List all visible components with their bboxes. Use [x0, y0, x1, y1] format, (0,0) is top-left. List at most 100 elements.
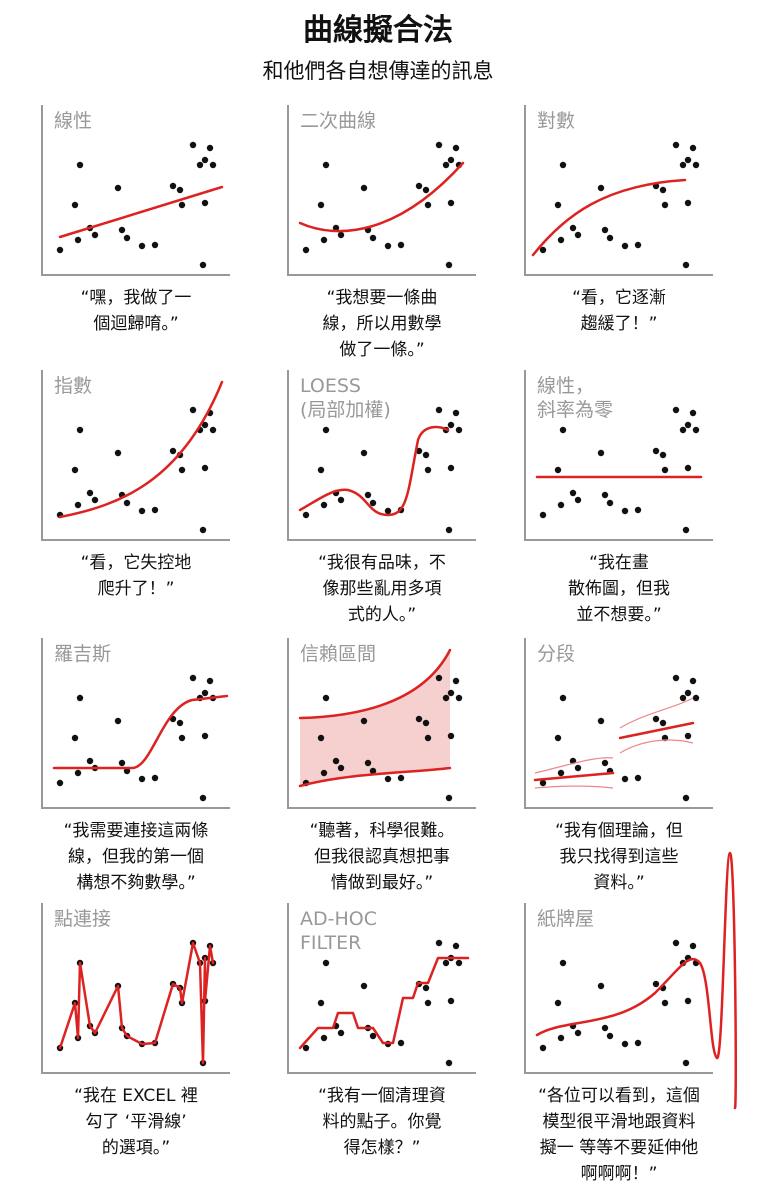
axes — [524, 105, 713, 276]
data-point — [337, 231, 345, 239]
data-point — [672, 141, 680, 149]
data-point — [322, 694, 330, 702]
data-point — [364, 759, 372, 767]
data-point — [684, 421, 692, 429]
data-point — [539, 1044, 547, 1052]
fit-curve — [58, 185, 224, 239]
data-point — [317, 466, 325, 474]
caption: 個迴歸唷。” — [93, 314, 178, 334]
fit-curve — [535, 851, 738, 1110]
data-point — [415, 182, 423, 190]
data-point — [597, 717, 605, 725]
data-point — [684, 689, 692, 697]
data-point — [689, 409, 697, 417]
caption: “我想要一條曲 — [327, 288, 438, 308]
panel-label: 二次曲線 — [300, 110, 376, 132]
data-point — [189, 674, 197, 682]
data-point — [91, 496, 99, 504]
data-point — [455, 426, 463, 434]
axes — [524, 903, 713, 1074]
data-point — [337, 1029, 345, 1037]
caption: 情做到最好。” — [331, 873, 433, 893]
fit-curve — [298, 766, 452, 788]
data-point — [682, 261, 690, 269]
panel-label: FILTER — [300, 932, 361, 954]
data-point — [397, 774, 405, 782]
data-point — [123, 767, 131, 775]
data-point — [447, 997, 455, 1005]
caption: 勾了 ‘平滑線’ — [85, 1112, 186, 1132]
data-point — [606, 1032, 614, 1040]
data-point — [442, 161, 450, 169]
caption: 並不想要。” — [576, 605, 661, 625]
data-point — [337, 496, 345, 504]
caption: “我需要連接這兩條 — [64, 821, 209, 841]
data-point — [597, 449, 605, 457]
data-point — [435, 406, 443, 414]
caption: 得怎樣？” — [344, 1138, 421, 1158]
data-point — [206, 144, 214, 152]
caption: 啊啊啊！” — [581, 1164, 658, 1184]
data-point — [445, 794, 453, 802]
data-point — [682, 794, 690, 802]
data-point — [91, 231, 99, 239]
data-point — [201, 156, 209, 164]
fit-curve — [533, 771, 615, 782]
data-point — [601, 1024, 609, 1032]
data-point — [56, 246, 64, 254]
data-point — [445, 1059, 453, 1067]
data-point — [189, 406, 197, 414]
data-point — [661, 201, 669, 209]
data-point — [435, 141, 443, 149]
data-point — [574, 764, 582, 772]
data-point — [302, 246, 310, 254]
data-point — [189, 141, 197, 149]
data-point — [679, 161, 687, 169]
data-point — [74, 769, 82, 777]
axes — [287, 638, 476, 809]
panel: 點連接 “我在 EXCEL 裡勾了 ‘平滑線’ 的選項。” — [41, 903, 230, 1158]
data-point — [178, 466, 186, 474]
data-point — [138, 775, 146, 783]
data-point — [689, 677, 697, 685]
axes — [524, 370, 713, 541]
data-point — [684, 997, 692, 1005]
data-point — [151, 241, 159, 249]
data-point — [554, 201, 562, 209]
fit-curve — [298, 648, 452, 720]
fit-curve — [58, 941, 215, 1065]
data-point — [659, 186, 667, 194]
data-point — [601, 226, 609, 234]
data-point — [424, 734, 432, 742]
data-point — [422, 186, 430, 194]
data-point — [169, 447, 177, 455]
title: 曲線擬合法 — [303, 13, 453, 48]
data-point — [559, 959, 567, 967]
data-point — [672, 406, 680, 414]
data-point — [447, 421, 455, 429]
data-point — [634, 506, 642, 514]
fit-curve — [619, 697, 694, 729]
data-point — [422, 451, 430, 459]
panel-label: 點連接 — [54, 908, 111, 930]
data-point — [114, 449, 122, 457]
data-point — [151, 774, 159, 782]
data-point — [684, 464, 692, 472]
data-point — [317, 999, 325, 1007]
data-point — [559, 161, 567, 169]
fit-curve — [298, 161, 465, 233]
data-point — [452, 942, 460, 950]
data-point — [320, 236, 328, 244]
data-point — [447, 732, 455, 740]
data-point — [76, 694, 84, 702]
panel-label: 紙牌屋 — [537, 908, 594, 930]
data-point — [554, 734, 562, 742]
data-point — [56, 779, 64, 787]
data-point — [557, 1034, 565, 1042]
data-point — [452, 144, 460, 152]
